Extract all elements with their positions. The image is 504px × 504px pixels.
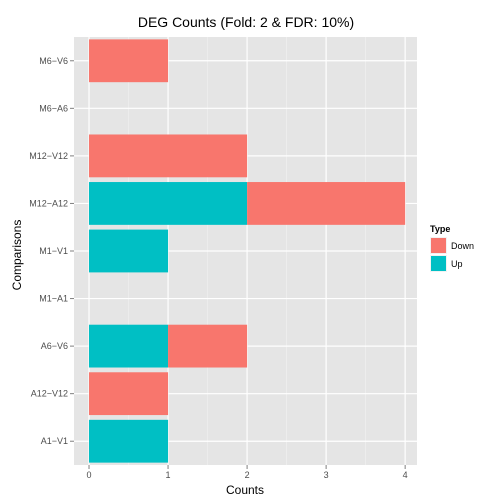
bar-up-2 [89, 324, 169, 368]
chart-title: DEG Counts (Fold: 2 & FDR: 10%) [138, 14, 354, 30]
y-tick-label: M1−V1 [39, 246, 68, 256]
legend: Type Down Up [430, 224, 474, 272]
x-axis-ticks: 0 1 2 3 4 [87, 465, 408, 480]
y-tick-label: M6−A6 [39, 103, 68, 113]
bar-up-5 [89, 182, 248, 225]
legend-label-down: Down [451, 241, 474, 251]
x-axis-title: Counts [226, 483, 264, 497]
y-tick-label: M1−A1 [39, 294, 68, 304]
y-tick-label: A6−V6 [41, 341, 68, 351]
y-tick-label: M12−V12 [29, 151, 68, 161]
y-tick-label: A12−V12 [31, 389, 68, 399]
legend-swatch-up [431, 256, 446, 271]
bar-up-4 [89, 229, 169, 273]
bar-down-6 [89, 134, 248, 178]
y-tick-label: A1−V1 [41, 436, 68, 446]
x-tick-label: 0 [87, 470, 92, 480]
legend-label-up: Up [451, 259, 463, 269]
bars-layer [89, 39, 406, 463]
y-axis-title: Comparisons [10, 220, 24, 291]
bar-down-5 [247, 182, 406, 225]
bar-down-8 [89, 39, 169, 83]
x-tick-label: 2 [245, 470, 250, 480]
x-tick-label: 3 [324, 470, 329, 480]
legend-title: Type [430, 224, 450, 234]
bar-down-1 [89, 372, 169, 416]
bar-down-2 [168, 324, 248, 368]
x-tick-label: 1 [166, 470, 171, 480]
y-tick-label: M6−V6 [39, 56, 68, 66]
x-tick-label: 4 [403, 470, 408, 480]
bar-up-0 [89, 419, 169, 463]
y-tick-label: M12−A12 [29, 198, 68, 208]
y-axis-ticks: A1−V1 A12−V12 A6−V6 M1−A1 M1−V1 M12−A12 M12−V1… [29, 56, 74, 446]
legend-swatch-down [431, 238, 446, 253]
